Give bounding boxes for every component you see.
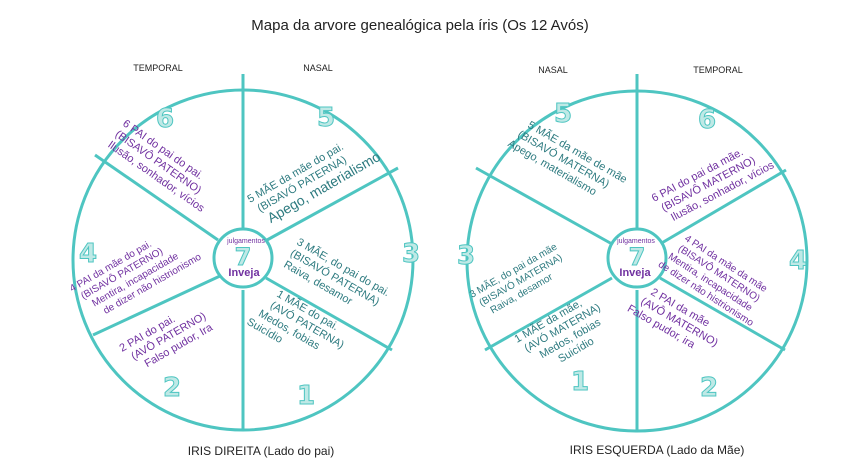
divider-line bbox=[94, 153, 219, 242]
center-number: 7 bbox=[235, 243, 252, 271]
sector-number-6: 6 bbox=[698, 105, 716, 135]
iris-caption: IRIS ESQUERDA (Lado da Mãe) bbox=[570, 443, 745, 457]
sector-number-5: 5 bbox=[317, 103, 335, 133]
left-iris: NASAL TEMPORAL julgamentos 7 Inveja 5 5 … bbox=[456, 65, 809, 457]
center-word: Inveja bbox=[619, 267, 651, 279]
sector-number-3: 3 bbox=[457, 241, 475, 271]
center-small-label: julgamentos bbox=[616, 238, 655, 245]
divider-line bbox=[659, 168, 787, 246]
divider-line bbox=[92, 274, 221, 337]
divider-line bbox=[265, 276, 393, 352]
temporal-label: TEMPORAL bbox=[693, 65, 743, 75]
nasal-label: NASAL bbox=[303, 63, 333, 73]
sector-number-1: 1 bbox=[297, 381, 315, 411]
iris-caption: IRIS DIREITA (Lado do pai) bbox=[188, 444, 335, 458]
sector-1-text: 1 MÃE da mãe, (AVÓ MATERNA) Medos, fobia… bbox=[512, 296, 603, 365]
sector-number-2: 2 bbox=[163, 373, 181, 403]
page-title: Mapa da arvore genealógica pela íris (Os… bbox=[251, 17, 588, 34]
divider-line bbox=[266, 166, 399, 242]
center-number: 7 bbox=[629, 243, 646, 271]
divider-line bbox=[484, 276, 613, 352]
nasal-label: NASAL bbox=[538, 65, 568, 75]
sector-number-5: 5 bbox=[554, 99, 572, 129]
pupil-center bbox=[606, 227, 668, 289]
center-word: Inveja bbox=[228, 267, 260, 279]
center-small-label: julgamentos bbox=[226, 238, 265, 245]
sector-number-2: 2 bbox=[700, 373, 718, 403]
sector-number-4: 4 bbox=[79, 239, 97, 269]
temporal-label: TEMPORAL bbox=[133, 63, 183, 73]
pupil-center bbox=[212, 227, 274, 289]
sector-4-text: 4 PAI da mãe do pai. (BISAVÔ PATERNO) Me… bbox=[68, 239, 204, 317]
sector-number-6: 6 bbox=[156, 104, 174, 134]
divider-line bbox=[659, 276, 786, 352]
right-iris: TEMPORAL NASAL julgamentos 7 Inveja 6 6 … bbox=[68, 63, 421, 458]
divider-line bbox=[475, 166, 613, 246]
sector-number-4: 4 bbox=[789, 246, 807, 276]
sector-2-text: 2 PAI do pai. (AVÔ PATERNO) Falso pudor,… bbox=[118, 309, 216, 370]
sector-number-3: 3 bbox=[402, 239, 420, 269]
sector-number-1: 1 bbox=[571, 367, 589, 397]
